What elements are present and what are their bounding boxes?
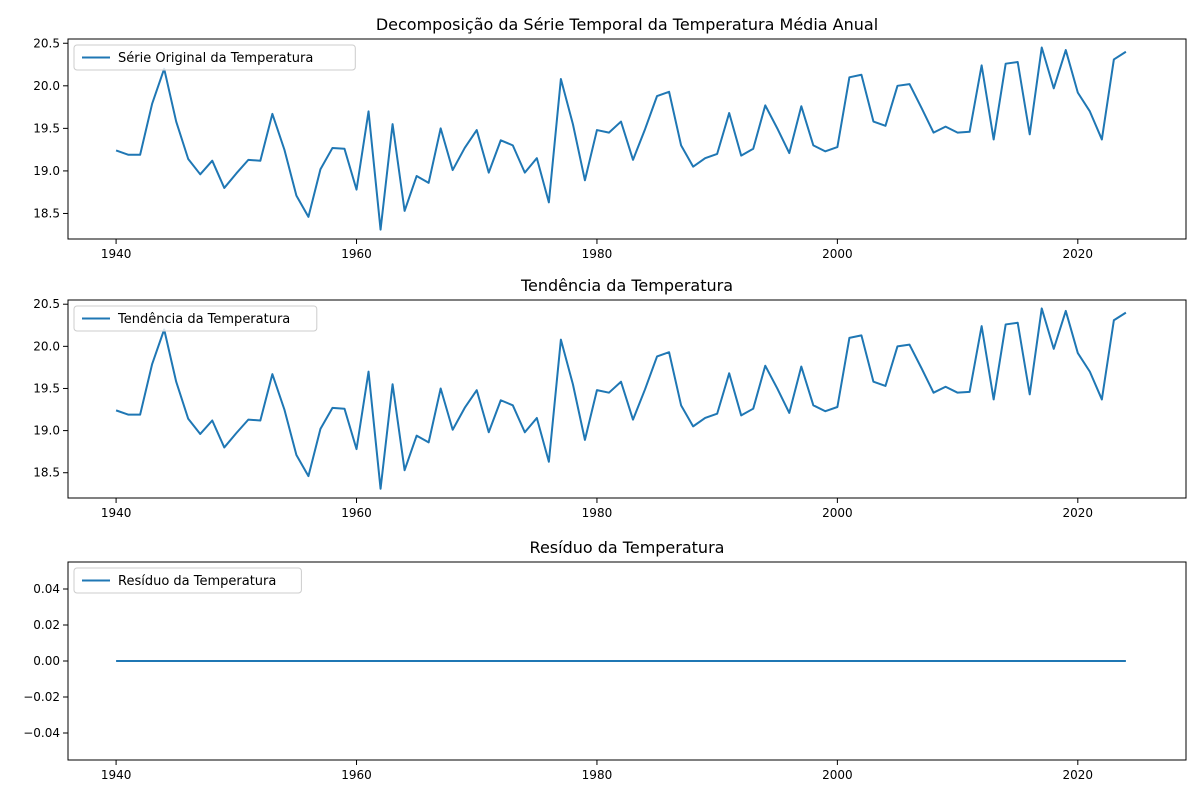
y-tick-label: 19.5 (33, 121, 60, 135)
y-tick-label: 19.0 (33, 424, 60, 438)
legend-box (73, 567, 302, 594)
axes-frame (67, 299, 1187, 499)
x-tick-label: 2020 (1063, 506, 1094, 520)
series-line-1 (115, 46, 1127, 231)
chart-panel-1: Decomposição da Série Temporal da Temper… (33, 15, 1187, 261)
y-tick-label: 20.0 (33, 79, 60, 93)
chart-title: Tendência da Temperatura (520, 276, 733, 295)
chart-panel-3: Resíduo da Temperatura 1940 1960 1980 2000 20… (23, 538, 1187, 782)
x-tick-label: 1960 (341, 247, 372, 261)
y-tick-label: 19.5 (33, 381, 60, 395)
y-tick-label: 18.5 (33, 466, 60, 480)
y-tick-label: 0.02 (33, 618, 60, 632)
chart-title: Decomposição da Série Temporal da Temper… (376, 15, 878, 34)
legend: Série Original da Temperatura (73, 44, 356, 71)
y-tick-label: 0.04 (33, 582, 60, 596)
y-tick-label: 19.0 (33, 164, 60, 178)
x-tick-label: 1940 (101, 247, 132, 261)
y-tick-label: 18.5 (33, 206, 60, 220)
x-tick-label: 2020 (1063, 247, 1094, 261)
y-tick-label: −0.04 (23, 726, 60, 740)
legend-box (73, 305, 318, 332)
legend-box (73, 44, 356, 71)
x-tick-label: 1980 (582, 768, 613, 782)
x-tick-label: 2000 (822, 247, 853, 261)
y-tick-label: −0.02 (23, 690, 60, 704)
legend-label: Tendência da Temperatura (117, 312, 290, 327)
chart-title: Resíduo da Temperatura (530, 538, 725, 557)
y-tick-label: 0.00 (33, 654, 60, 668)
y-tick-label: 20.5 (33, 297, 60, 311)
axes-frame (67, 38, 1187, 240)
x-tick-label: 2000 (822, 768, 853, 782)
x-tick-label: 1960 (341, 768, 372, 782)
legend: Resíduo da Temperatura (73, 567, 302, 594)
series-line-1 (115, 307, 1127, 490)
x-tick-label: 1940 (101, 506, 132, 520)
x-tick-label: 1960 (341, 506, 372, 520)
y-tick-label: 20.0 (33, 339, 60, 353)
x-tick-label: 1940 (101, 768, 132, 782)
legend-label: Série Original da Temperatura (118, 51, 313, 66)
x-tick-label: 1980 (582, 506, 613, 520)
x-tick-label: 2000 (822, 506, 853, 520)
x-tick-label: 2020 (1063, 768, 1094, 782)
legend-label: Resíduo da Temperatura (118, 574, 276, 589)
legend: Tendência da Temperatura (73, 305, 318, 332)
y-tick-label: 20.5 (33, 36, 60, 50)
x-tick-label: 1980 (582, 247, 613, 261)
chart-panel-2: Tendência da Temperatura 1940 1960 1980 2000… (33, 276, 1187, 520)
